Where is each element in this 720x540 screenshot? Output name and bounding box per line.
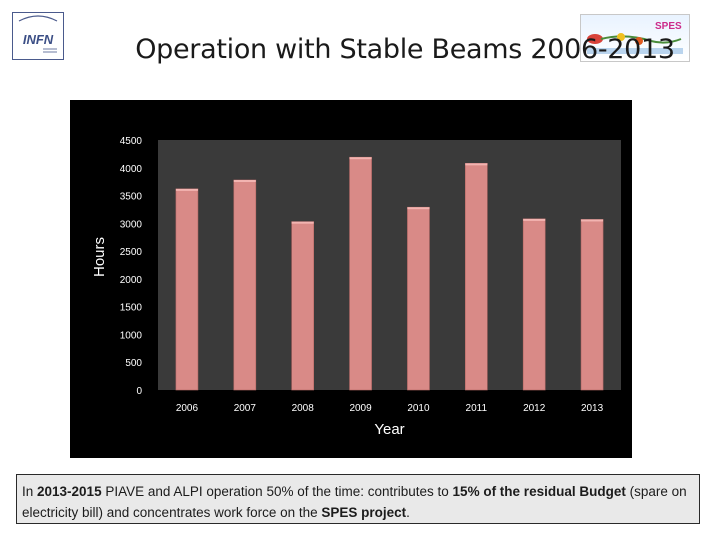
y-tick-label: 2500 — [120, 247, 143, 258]
bar — [407, 206, 430, 391]
y-tick-label: 1500 — [120, 303, 143, 314]
bar-highlight — [465, 163, 488, 166]
bar-highlight — [291, 221, 314, 224]
bar-highlight — [523, 218, 546, 221]
bar — [465, 163, 488, 391]
svg-text:SPES: SPES — [655, 21, 682, 32]
chart-svg: 0 500 1000 1500 2000 2500 3000 3500 4000 4500 2006… — [70, 100, 632, 458]
bar — [233, 179, 257, 391]
plot-area — [158, 140, 621, 390]
x-tick-label: 2007 — [234, 403, 257, 414]
bar — [522, 218, 546, 391]
bar — [349, 156, 372, 391]
spes-logo: SPES — [580, 14, 690, 62]
bar — [175, 188, 199, 391]
x-tick-label: 2006 — [176, 403, 199, 414]
bar-chart: 0 500 1000 1500 2000 2500 3000 3500 4000 4500 2006… — [70, 100, 632, 458]
caption-text-1: In — [22, 484, 38, 499]
y-tick-label: 500 — [125, 358, 142, 369]
x-tick-label: 2013 — [581, 403, 604, 414]
bar-highlight — [233, 180, 256, 182]
caption-box: In 2013-2015 PIAVE and ALPI operation 50… — [16, 474, 700, 524]
bar — [580, 219, 604, 391]
y-tick-label: 0 — [136, 386, 142, 397]
y-tick-label: 1000 — [120, 330, 143, 341]
caption-bold-spes: SPES project — [321, 505, 407, 520]
x-tick-label: 2010 — [407, 403, 430, 414]
bar-highlight — [175, 188, 198, 191]
caption-bold-budget: 15% of the residual Budget — [452, 484, 626, 499]
x-tick-label: 2009 — [349, 403, 372, 414]
y-tick-label: 4000 — [120, 164, 143, 175]
caption-text-4: . — [406, 505, 410, 520]
caption-text-3: (spare on electricity bill) and concentr… — [22, 484, 687, 520]
x-tick-label: 2011 — [466, 403, 488, 414]
y-tick-label: 4500 — [120, 136, 143, 147]
x-tick-label: 2012 — [523, 403, 546, 414]
y-axis-title: Hours — [91, 237, 108, 277]
svg-text:INFN: INFN — [23, 32, 54, 47]
x-tick-label: 2008 — [292, 403, 315, 414]
slide-title: Operation with Stable Beams 2006-2013 — [135, 34, 675, 65]
bar-highlight — [349, 157, 372, 160]
x-axis-title: Year — [374, 421, 404, 438]
bar-highlight — [581, 219, 604, 222]
bar-highlight — [407, 207, 430, 210]
caption-text-2: PIAVE and ALPI operation 50% of the time… — [101, 484, 453, 499]
bar — [291, 221, 314, 391]
y-tick-label: 2000 — [120, 275, 143, 286]
y-tick-label: 3000 — [120, 219, 143, 230]
y-tick-label: 3500 — [120, 192, 143, 203]
infn-logo: INFN — [12, 12, 64, 60]
caption-bold-years: 2013-2015 — [37, 484, 102, 499]
